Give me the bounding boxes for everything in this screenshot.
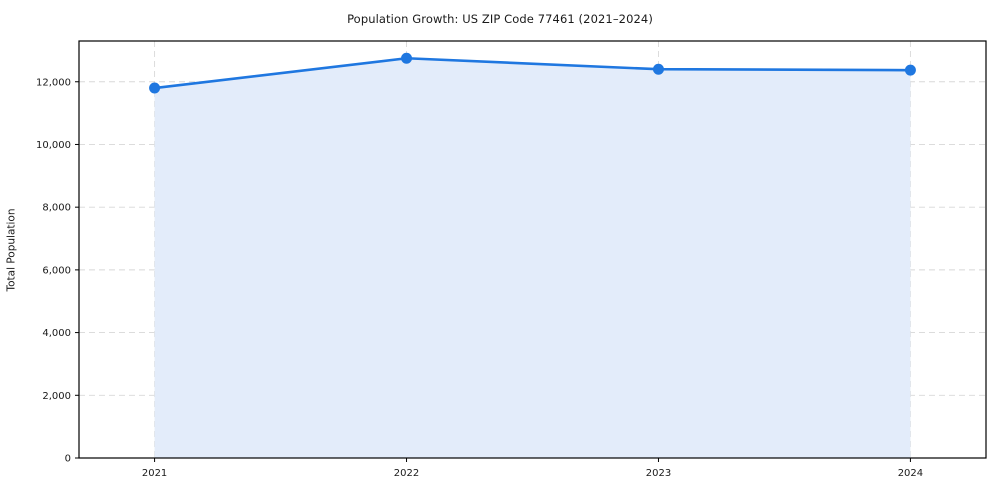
x-tick-label: 2021: [142, 468, 167, 479]
area-fill: [154, 58, 911, 459]
y-tick-label: 12,000: [36, 77, 71, 88]
data-point-2024[interactable]: [904, 64, 916, 76]
y-axis-ticks: 0 2,000 4,000 6,000 8,000 10,000 12,000: [36, 77, 79, 465]
y-tick-label: 8,000: [42, 203, 71, 214]
data-line: [153, 56, 912, 90]
axis-spines: [78, 40, 987, 459]
y-tick-label: 2,000: [42, 391, 71, 402]
x-tick-label: 2023: [646, 468, 671, 479]
y-tick-label: 4,000: [42, 328, 71, 339]
data-point-2021[interactable]: [149, 82, 161, 94]
x-tick-label: 2022: [394, 468, 419, 479]
y-tick-label: 0: [65, 454, 71, 465]
data-point-2023[interactable]: [652, 63, 664, 75]
data-point-2022[interactable]: [401, 52, 413, 64]
x-axis-ticks: 2021 2022 2023 2024: [142, 458, 923, 479]
data-point-markers[interactable]: [149, 52, 916, 94]
y-tick-label: 6,000: [42, 265, 71, 276]
chart-title: Population Growth: US ZIP Code 77461 (20…: [347, 12, 653, 26]
x-tick-label: 2024: [898, 468, 923, 479]
y-tick-label: 10,000: [36, 140, 71, 151]
